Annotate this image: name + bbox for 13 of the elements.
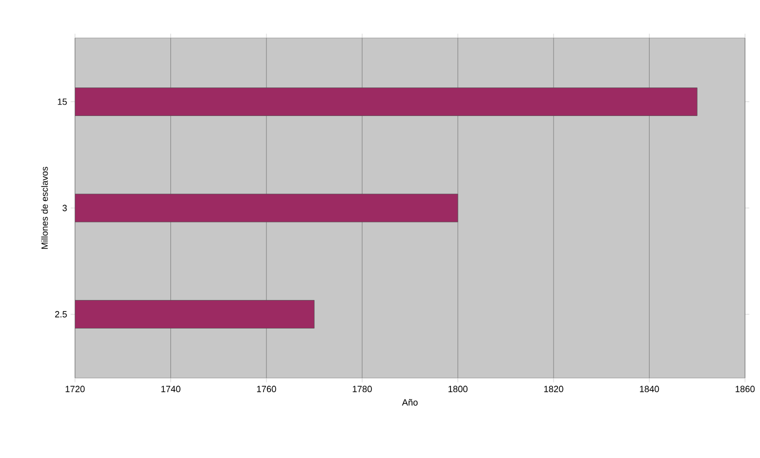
x-tick-label: 1780: [352, 386, 372, 392]
x-axis-title: Año: [402, 399, 418, 406]
x-tick-label: 1800: [448, 386, 468, 392]
x-tick-label: 1860: [736, 386, 755, 392]
y-tick-label: 15: [58, 98, 67, 105]
y-tick-label: 3: [62, 204, 67, 212]
y-axis-title: Millones de esclavos: [41, 166, 48, 249]
x-tick-label: 1840: [640, 386, 659, 392]
y-tick-label: 2.5: [55, 311, 67, 318]
x-tick-label: 1820: [544, 386, 564, 392]
x-tick-label: 1740: [161, 386, 180, 392]
x-tick-label: 1760: [257, 386, 276, 392]
x-tick-label: 1720: [66, 386, 85, 392]
